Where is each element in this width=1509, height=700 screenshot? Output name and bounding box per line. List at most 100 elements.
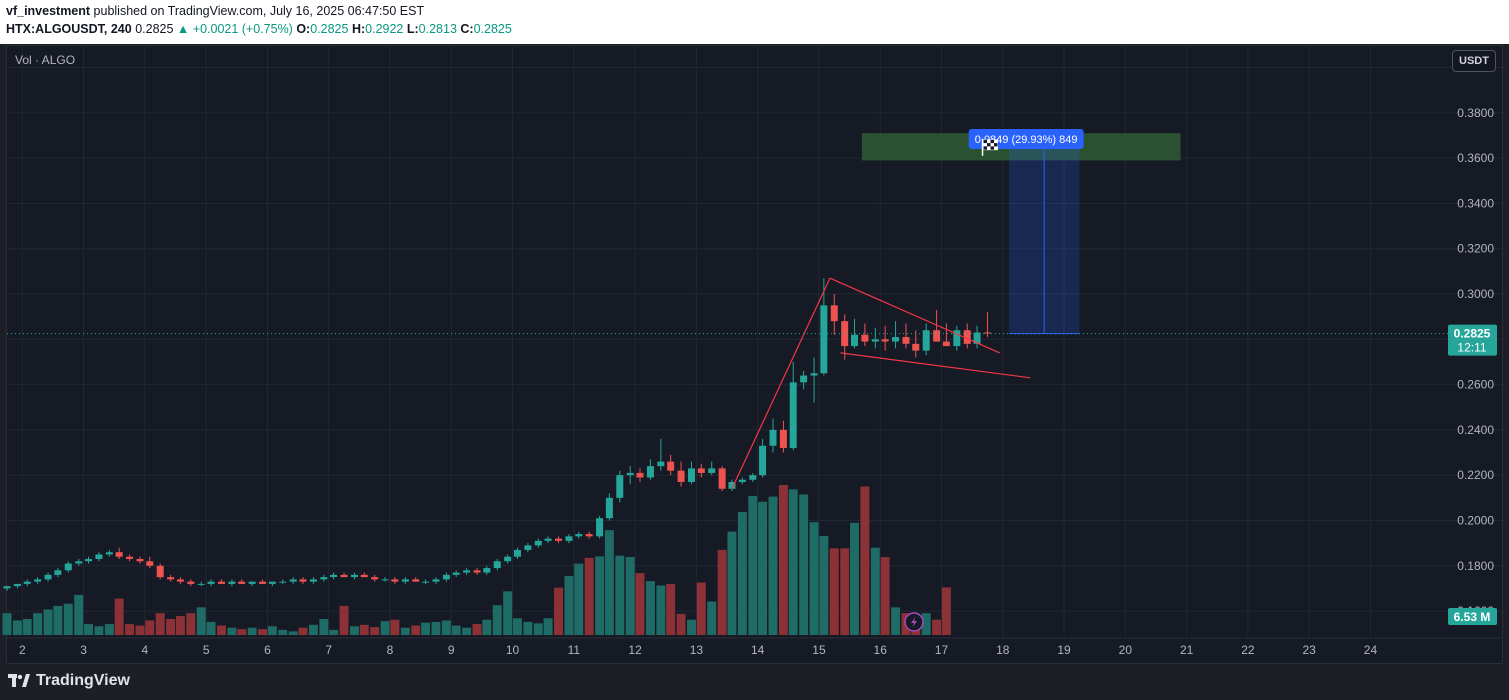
- flag-check: [990, 146, 995, 150]
- volume-bar: [717, 549, 727, 635]
- date-tick-label: 24: [1364, 643, 1378, 657]
- volume-bar: [43, 609, 53, 635]
- volume-bar: [186, 613, 196, 635]
- date-tick-label: 18: [996, 643, 1010, 657]
- close-label: C:: [460, 22, 474, 36]
- volume-bar: [768, 496, 778, 635]
- volume-bar: [196, 607, 206, 635]
- countdown-badge: 12:11: [1457, 341, 1486, 355]
- volume-bar: [727, 531, 737, 635]
- volume-bar: [278, 629, 288, 635]
- tradingview-brand[interactable]: TradingView: [8, 672, 130, 690]
- candle-body: [963, 330, 971, 344]
- candle-body: [176, 579, 184, 582]
- tradingview-logo-icon: [8, 674, 30, 687]
- volume-indicator-label[interactable]: Vol · ALGO: [15, 53, 76, 67]
- volume-bar: [809, 522, 819, 635]
- volume-bar: [267, 626, 277, 635]
- volume-bar: [512, 618, 522, 635]
- candle-body: [463, 570, 471, 573]
- volume-bar: [564, 576, 574, 635]
- price-tick-label: 0.3000: [1457, 287, 1494, 301]
- candle-body: [146, 561, 154, 566]
- date-tick-label: 16: [874, 643, 888, 657]
- flag-check: [994, 143, 998, 147]
- symbol-label[interactable]: HTX:ALGOUSDT, 240: [6, 22, 132, 36]
- date-tick-label: 19: [1057, 643, 1071, 657]
- flag-check: [983, 139, 988, 144]
- volume-bar: [574, 563, 584, 635]
- candle-body: [902, 337, 910, 344]
- candle-body: [3, 586, 11, 589]
- candle-body: [105, 552, 113, 555]
- currency-button[interactable]: USDT: [1452, 50, 1496, 72]
- volume-bar: [237, 629, 247, 635]
- lightning-icon: [904, 612, 924, 632]
- volume-bar: [74, 594, 84, 635]
- candle-body: [565, 536, 573, 541]
- pattern-drawings: [7, 277, 1448, 490]
- volume-bar: [635, 573, 645, 635]
- candle-body: [953, 330, 961, 347]
- candle-body: [769, 429, 777, 446]
- publish-header: vf_investment published on TradingView.c…: [0, 0, 1509, 44]
- volume-bar: [615, 555, 625, 635]
- volume-bar: [155, 613, 165, 635]
- volume-bar: [125, 624, 135, 635]
- candle-body: [718, 468, 726, 489]
- volume-bar: [22, 618, 32, 635]
- volume-bars: [2, 485, 951, 635]
- volume-bar: [880, 557, 890, 635]
- candle-body: [830, 305, 838, 322]
- volume-bar: [645, 581, 655, 635]
- high-value: 0.2922: [365, 22, 404, 36]
- candle-body: [636, 472, 644, 478]
- last-price: 0.2825: [135, 22, 174, 36]
- candle-body: [442, 574, 450, 580]
- date-tick-label: 12: [628, 643, 642, 657]
- volume-bar: [543, 618, 553, 635]
- volume-bar: [941, 587, 951, 635]
- low-value: 0.2813: [418, 22, 457, 36]
- date-tick-label: 8: [387, 643, 394, 657]
- candle-body: [64, 563, 72, 571]
- candle-body: [350, 574, 358, 578]
- candle-body: [841, 321, 849, 347]
- volume-bar: [247, 627, 257, 635]
- volume-bar: [492, 605, 502, 635]
- date-tick-label: 20: [1119, 643, 1133, 657]
- volume-bar: [298, 627, 308, 635]
- candle-body: [483, 568, 491, 573]
- volume-bar: [63, 603, 73, 635]
- price-tick-label: 0.3200: [1457, 242, 1494, 256]
- volume-bar: [829, 548, 839, 635]
- volume-bar: [329, 629, 339, 635]
- volume-bar: [339, 605, 349, 635]
- volume-bar: [288, 631, 298, 635]
- candle-body: [596, 518, 604, 537]
- candle-body: [534, 540, 542, 546]
- candle-body: [513, 549, 521, 557]
- volume-bar: [584, 557, 594, 635]
- candle-body: [850, 334, 858, 347]
- volume-bar: [431, 621, 441, 635]
- candle-body: [646, 466, 654, 478]
- price-badge-bg: [1448, 324, 1497, 356]
- pennant-upper-line: [829, 277, 1000, 354]
- price-change: ▲ +0.0021 (+0.75%): [176, 22, 293, 36]
- volume-bar: [625, 557, 635, 635]
- volume-bar: [595, 556, 605, 635]
- date-tick-label: 3: [80, 643, 87, 657]
- price-badge: 0.2825: [1454, 327, 1491, 341]
- volume-bar: [707, 601, 717, 635]
- flag-check: [987, 143, 991, 147]
- volume-bar: [135, 625, 145, 635]
- volume-bar: [104, 624, 114, 635]
- footer: [0, 665, 1509, 700]
- volume-bar: [819, 535, 829, 635]
- volume-bar: [33, 613, 43, 635]
- author-name[interactable]: vf_investment: [6, 4, 91, 18]
- candle-body: [167, 577, 175, 580]
